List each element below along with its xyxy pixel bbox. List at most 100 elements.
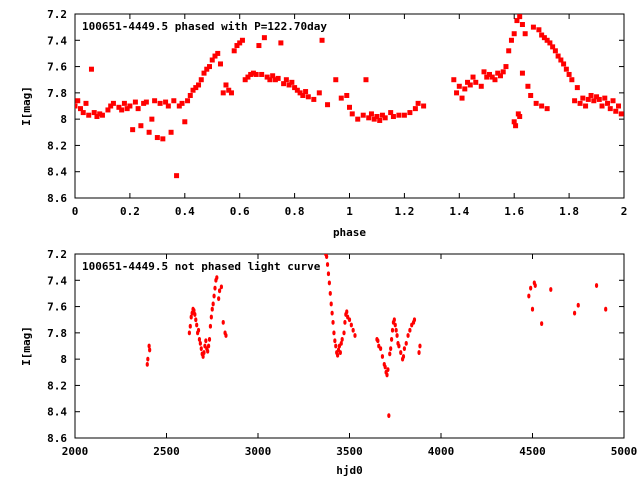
data-point — [508, 37, 514, 43]
data-point — [470, 74, 476, 80]
x-tick-label: 4500 — [519, 445, 546, 458]
data-point — [272, 77, 278, 83]
data-point — [618, 111, 624, 117]
data-point — [343, 319, 347, 325]
data-point — [342, 330, 346, 336]
data-point — [215, 275, 219, 281]
y-tick-label: 8 — [60, 113, 67, 126]
data-point — [576, 302, 580, 308]
data-point — [207, 337, 212, 342]
data-point — [525, 83, 531, 89]
data-point — [267, 77, 273, 83]
y-tick-label: 8.2 — [47, 139, 67, 152]
data-point — [333, 77, 339, 83]
data-point — [256, 43, 262, 49]
x-tick-label: 1.6 — [504, 205, 524, 218]
data-point — [376, 338, 380, 344]
data-point — [489, 74, 495, 80]
data-point — [580, 95, 586, 101]
data-point — [187, 92, 193, 98]
data-point — [141, 100, 147, 106]
data-point — [340, 337, 344, 342]
data-point — [394, 327, 398, 333]
x-tick-label: 1.2 — [394, 205, 414, 218]
x-tick-label: 1.4 — [449, 205, 469, 218]
data-point — [349, 322, 353, 328]
data-point — [135, 106, 141, 112]
data-point — [105, 107, 111, 113]
data-point — [145, 362, 149, 367]
data-point — [486, 71, 492, 77]
data-point — [549, 287, 553, 292]
data-point — [539, 32, 545, 38]
data-point — [336, 352, 340, 358]
data-point — [533, 100, 539, 106]
data-point — [451, 77, 457, 83]
data-point — [519, 70, 525, 76]
data-point — [517, 114, 523, 120]
y-axis-label: I[mag] — [20, 326, 33, 366]
data-points — [75, 14, 624, 179]
data-point — [385, 372, 389, 378]
data-point — [379, 112, 385, 118]
data-point — [345, 309, 349, 315]
data-point — [533, 283, 537, 288]
data-point — [406, 333, 410, 338]
data-point — [108, 103, 114, 109]
data-point — [116, 104, 122, 110]
data-point — [206, 348, 210, 354]
data-point — [544, 106, 550, 112]
data-point — [462, 86, 468, 92]
data-point — [253, 71, 259, 77]
data-point — [311, 96, 317, 102]
data-point — [392, 317, 396, 323]
unphased-light-curve-chart: 2000 2500 3000 3500 4000 4500 5000 7.2 7.4 7.6 7.8… — [20, 248, 637, 477]
data-point — [382, 115, 388, 121]
data-point — [459, 95, 465, 101]
data-point — [154, 135, 160, 141]
data-point — [165, 103, 171, 109]
data-point — [334, 343, 338, 349]
data-point — [379, 346, 383, 352]
data-point — [519, 22, 525, 28]
data-point — [404, 340, 408, 346]
data-point — [574, 85, 580, 91]
data-point — [234, 43, 240, 49]
data-point — [506, 48, 512, 54]
y-tick-label: 7.4 — [47, 34, 67, 47]
data-point — [401, 112, 407, 118]
data-point — [209, 314, 213, 320]
x-tick-label: 2000 — [62, 445, 89, 458]
data-point — [211, 301, 215, 307]
x-tick-label: 0.2 — [120, 205, 140, 218]
data-point — [536, 27, 542, 33]
data-points — [145, 254, 608, 419]
data-point — [201, 354, 205, 359]
data-point — [338, 350, 342, 355]
data-point — [412, 317, 417, 323]
data-point — [594, 283, 599, 288]
data-point — [585, 96, 591, 102]
data-point — [217, 296, 221, 302]
data-point — [511, 119, 517, 125]
data-point — [366, 115, 372, 121]
data-point — [368, 111, 374, 117]
data-point — [390, 114, 396, 120]
data-point — [192, 308, 196, 313]
x-tick-label: 2 — [621, 205, 628, 218]
data-point — [383, 364, 387, 370]
y-tick-label: 8.6 — [47, 432, 67, 445]
data-point — [355, 116, 361, 122]
data-point — [176, 103, 182, 109]
data-point — [147, 343, 151, 349]
data-point — [616, 103, 622, 109]
data-point — [208, 323, 213, 329]
data-point — [206, 343, 211, 349]
data-point — [330, 310, 334, 316]
data-point — [377, 117, 383, 123]
data-point — [380, 354, 385, 359]
data-point — [555, 53, 561, 59]
data-point — [386, 367, 390, 373]
data-point — [99, 112, 105, 118]
data-point — [221, 319, 225, 325]
